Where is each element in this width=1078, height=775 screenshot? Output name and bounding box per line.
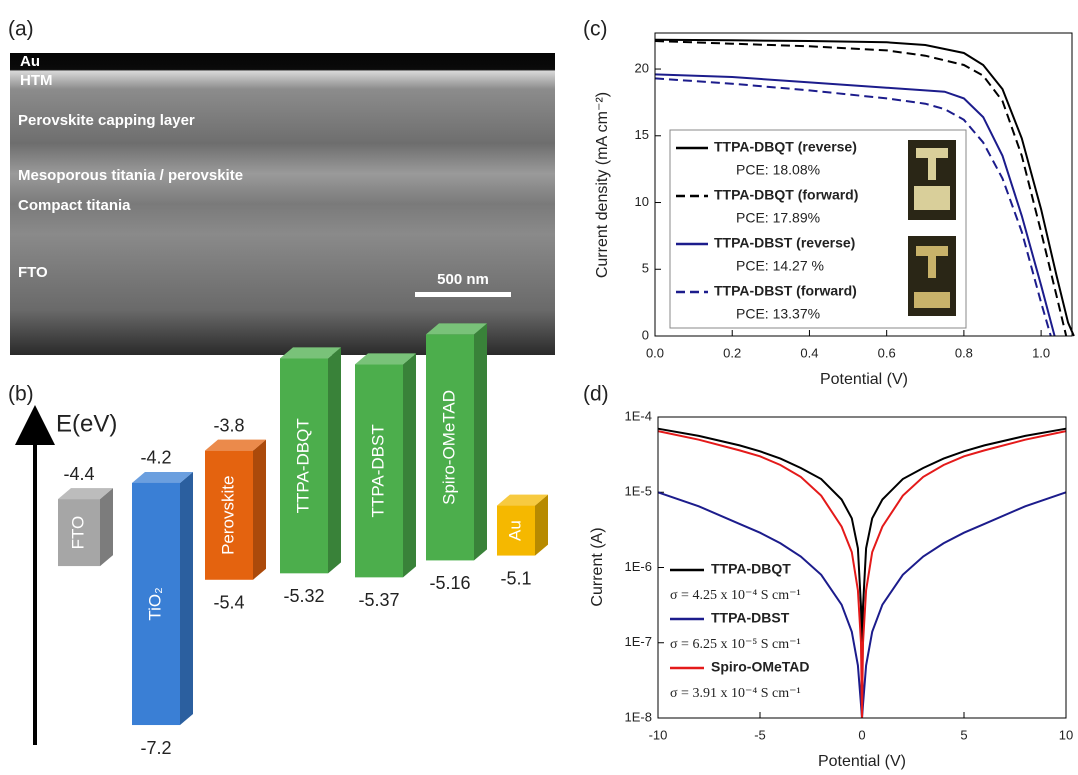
energy-label: -5.37 — [358, 590, 399, 610]
bar-side-shade — [403, 353, 416, 577]
energy-label: -5.4 — [213, 593, 244, 613]
material-label: TTPA-DBQT — [293, 418, 312, 513]
figure: (a) Au HTM Perovskite capping layer Meso… — [0, 0, 1078, 775]
x-tick-label: 10 — [1059, 727, 1073, 742]
layer-label: Au — [20, 53, 40, 70]
energy-label: -4.4 — [63, 464, 94, 484]
x-tick-label: 1.0 — [1032, 345, 1050, 360]
energy-label: -3.8 — [213, 415, 244, 435]
y-tick-label: 1E-6 — [625, 559, 652, 574]
conductivity-label: σ = 4.25 x 10⁻⁴ S cm⁻¹ — [670, 588, 801, 603]
layer-label: HTM — [20, 72, 53, 89]
y-tick-label: 1E-7 — [625, 634, 652, 649]
material-label: FTO — [68, 516, 87, 550]
legend-label: TTPA-DBST (forward) — [714, 283, 857, 299]
x-tick-label: -5 — [754, 727, 766, 742]
x-axis-label: Potential (V) — [820, 371, 908, 388]
y-tick-label: 5 — [642, 261, 649, 276]
x-axis-label: Potential (V) — [818, 753, 906, 770]
material-label: TTPA-DBST — [368, 424, 387, 517]
bar-side-shade — [100, 488, 113, 566]
y-tick-label: 20 — [635, 60, 649, 75]
y-tick-label: 1E-4 — [625, 408, 652, 423]
x-tick-label: 0.0 — [646, 345, 664, 360]
scale-bar-label: 500 nm — [437, 271, 489, 288]
material-label: Spiro-OMeTAD — [439, 390, 458, 505]
pce-label: PCE: 18.08% — [736, 162, 820, 178]
layer-label: Mesoporous titania / perovskite — [18, 167, 243, 184]
y-tick-label: 15 — [635, 127, 649, 142]
y-axis-label: Current density (mA cm⁻²) — [594, 92, 611, 278]
energy-label: -7.2 — [140, 738, 171, 758]
legend-label: TTPA-DBQT — [711, 561, 791, 577]
y-tick-label: 0 — [642, 327, 649, 342]
y-tick-label: 1E-8 — [625, 709, 652, 724]
legend-label: TTPA-DBQT (forward) — [714, 187, 858, 203]
bar-side-shade — [328, 347, 341, 573]
x-tick-label: -10 — [649, 727, 668, 742]
energy-label: -5.32 — [283, 586, 324, 606]
energy-label: -5.1 — [500, 568, 531, 588]
panel-label: (b) — [8, 383, 34, 406]
panel-label: (a) — [8, 18, 34, 41]
material-label: TiO₂ — [145, 587, 164, 620]
x-tick-label: 0.4 — [800, 345, 818, 360]
bar-side-shade — [180, 472, 193, 725]
x-tick-label: 0 — [858, 727, 865, 742]
pce-label: PCE: 17.89% — [736, 210, 820, 226]
bar-side-shade — [253, 440, 266, 580]
pce-label: PCE: 14.27 % — [736, 258, 824, 274]
energy-label: -5.16 — [429, 573, 470, 593]
legend-label: TTPA-DBST — [711, 610, 790, 626]
legend-label: TTPA-DBST (reverse) — [714, 235, 855, 251]
bar-side-shade — [474, 323, 487, 560]
y-axis-label: Current (A) — [589, 527, 606, 606]
conductivity-label: σ = 3.91 x 10⁻⁴ S cm⁻¹ — [670, 686, 801, 701]
x-tick-label: 0.2 — [723, 345, 741, 360]
panel-label: (d) — [583, 383, 609, 406]
y-tick-label: 10 — [635, 194, 649, 209]
pce-label: PCE: 13.37% — [736, 306, 820, 322]
axis-label: E(eV) — [56, 410, 117, 437]
layer-label: FTO — [18, 264, 48, 281]
x-tick-label: 0.8 — [955, 345, 973, 360]
legend-label: TTPA-DBQT (reverse) — [714, 139, 857, 155]
layer-label: Perovskite capping layer — [18, 112, 195, 129]
conductivity-label: σ = 6.25 x 10⁻⁵ S cm⁻¹ — [670, 637, 801, 652]
layer-label: Compact titania — [18, 197, 131, 214]
material-label: Perovskite — [218, 476, 237, 555]
energy-label: -4.2 — [140, 448, 171, 468]
y-tick-label: 1E-5 — [625, 484, 652, 499]
panel-label: (c) — [583, 18, 608, 41]
scale-bar — [415, 292, 511, 297]
legend-label: Spiro-OMeTAD — [711, 659, 810, 675]
material-label: Au — [505, 520, 524, 541]
x-tick-label: 5 — [960, 727, 967, 742]
x-tick-label: 0.6 — [878, 345, 896, 360]
